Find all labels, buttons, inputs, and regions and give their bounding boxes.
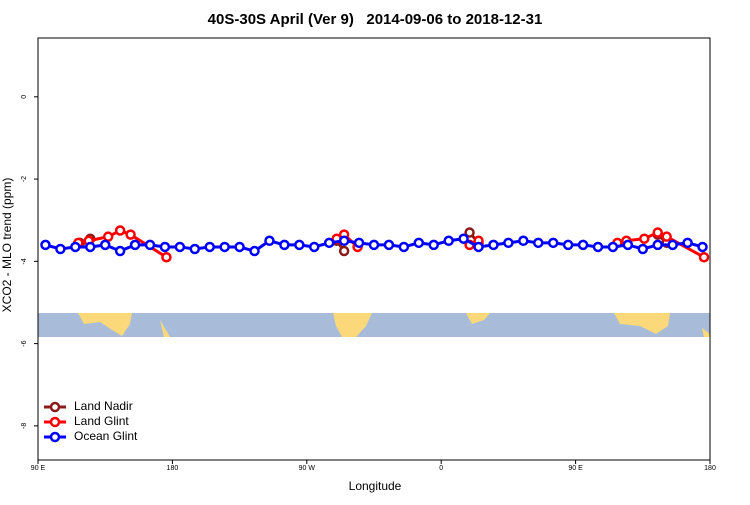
- data-point: [592, 241, 604, 253]
- data-point: [189, 243, 201, 255]
- data-point: [413, 237, 425, 249]
- data-point: [503, 237, 514, 249]
- data-point: [234, 241, 245, 253]
- data-point: [114, 245, 126, 257]
- x-tick-label: 180: [167, 465, 179, 472]
- chart-title: 40S-30S April (Ver 9) 2014-09-06 to 2018…: [208, 11, 543, 28]
- data-point: [219, 241, 230, 253]
- data-point: [577, 239, 589, 251]
- data-point: [622, 239, 634, 251]
- plot-frame: [37, 37, 711, 461]
- legend-marker: [49, 416, 61, 428]
- y-tick-label: -6: [21, 340, 28, 346]
- legend-marker: [49, 431, 61, 443]
- data-point: [562, 239, 574, 251]
- data-point: [458, 233, 469, 244]
- data-point: [533, 237, 544, 249]
- x-tick-label: 90 W: [299, 465, 316, 472]
- data-point: [99, 239, 111, 251]
- data-point: [144, 239, 156, 251]
- data-point: [125, 229, 136, 240]
- data-point: [639, 233, 650, 244]
- x-tick-label: 90 E: [31, 465, 46, 472]
- data-point: [174, 241, 186, 253]
- data-point: [85, 241, 96, 253]
- x-tick-label: 0: [439, 465, 443, 472]
- data-point: [102, 231, 114, 242]
- data-point: [114, 225, 126, 236]
- map-strip: [38, 313, 710, 337]
- data-point: [55, 243, 66, 255]
- data-point: [129, 239, 141, 251]
- data-point: [264, 235, 275, 247]
- data-point: [547, 237, 559, 249]
- data-point: [338, 235, 350, 247]
- legend-label: Ocean Glint: [74, 429, 138, 443]
- data-point: [353, 237, 365, 249]
- legend-label: Land Glint: [74, 414, 129, 428]
- data-point: [159, 241, 171, 253]
- data-point: [323, 237, 335, 249]
- data-point: [488, 239, 499, 251]
- legend-marker: [49, 401, 61, 413]
- data-point: [161, 251, 172, 263]
- data-point: [661, 231, 672, 242]
- data-point: [383, 239, 395, 251]
- y-tick-label: -4: [21, 258, 28, 264]
- data-point: [428, 239, 439, 251]
- data-point: [249, 245, 260, 257]
- x-axis-label: Longitude: [349, 479, 402, 493]
- data-point: [652, 239, 663, 251]
- x-tick-label: 90 E: [568, 465, 583, 472]
- data-point: [279, 239, 290, 251]
- data-point: [368, 239, 380, 251]
- y-tick-label: 0: [21, 95, 28, 99]
- data-point: [682, 237, 693, 249]
- data-point: [652, 227, 663, 238]
- data-point: [309, 241, 320, 253]
- data-point: [518, 235, 529, 247]
- data-point: [398, 241, 410, 253]
- x-tick-label: 180: [704, 465, 716, 472]
- data-point: [338, 245, 350, 257]
- y-tick-label: -8: [21, 423, 28, 429]
- data-point: [698, 251, 710, 263]
- data-point: [637, 243, 649, 255]
- y-axis-label: XCO2 - MLO trend (ppm): [0, 178, 14, 313]
- data-point: [464, 227, 475, 238]
- data-point: [607, 241, 619, 253]
- data-point: [294, 239, 305, 251]
- data-point: [204, 241, 215, 253]
- data-point: [443, 235, 454, 247]
- y-tick-label: -2: [21, 176, 28, 182]
- data-point: [697, 241, 708, 253]
- data-point: [473, 241, 484, 253]
- data-point: [40, 239, 51, 251]
- data-point: [70, 241, 81, 253]
- data-point: [667, 239, 678, 251]
- legend-label: Land Nadir: [74, 399, 133, 413]
